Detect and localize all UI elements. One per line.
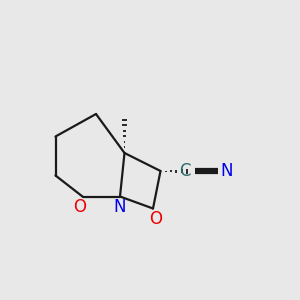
Text: C: C <box>180 162 191 180</box>
Text: O: O <box>73 198 86 216</box>
Text: N: N <box>114 198 126 216</box>
Text: O: O <box>149 210 163 228</box>
Text: N: N <box>220 162 233 180</box>
